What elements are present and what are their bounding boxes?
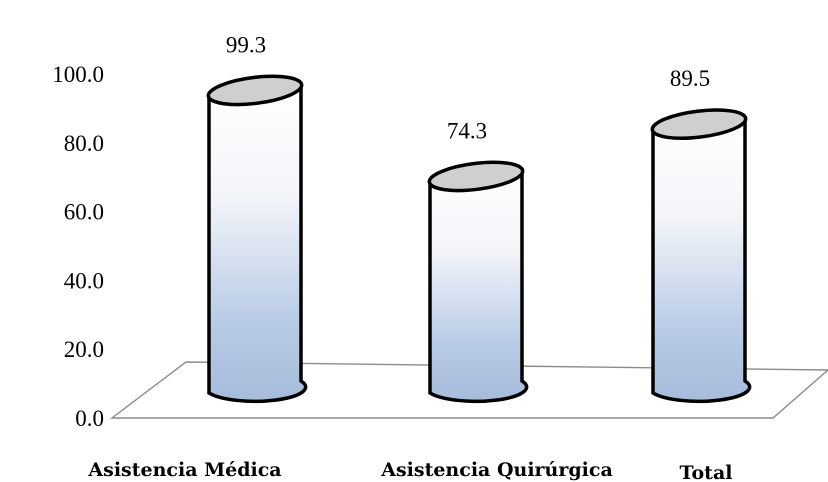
bar: 89.5 <box>650 66 752 404</box>
chart-floor <box>109 361 828 419</box>
y-tick-label: 20.0 <box>64 337 104 362</box>
bar-body <box>651 116 752 404</box>
data-label: 89.5 <box>670 66 710 91</box>
bar: 74.3 <box>427 118 529 404</box>
y-tick-label: 60.0 <box>64 200 104 225</box>
x-tick-label: Total <box>680 462 733 482</box>
bar-top <box>650 108 748 140</box>
data-label: 74.3 <box>447 118 487 143</box>
x-axis: Asistencia Médica Asistencia Quirúrgica To… <box>87 459 732 482</box>
y-tick-label: 80.0 <box>64 131 104 156</box>
bar-top <box>206 74 304 107</box>
bar-body <box>428 168 529 404</box>
y-axis: 0.0 20.0 40.0 60.0 80.0 100.0 <box>52 62 104 431</box>
bar-body <box>207 82 308 404</box>
bars-group: 99.3 74.3 89.5 <box>206 32 752 404</box>
data-label: 99.3 <box>226 32 266 57</box>
x-tick-label: Asistencia Médica <box>87 459 281 481</box>
y-tick-label: 40.0 <box>64 268 104 293</box>
bar-top <box>427 160 525 193</box>
y-tick-label: 0.0 <box>75 406 104 431</box>
y-tick-label: 100.0 <box>52 62 104 87</box>
bar: 99.3 <box>206 32 308 404</box>
x-tick-label: Asistencia Quirúrgica <box>380 459 613 481</box>
